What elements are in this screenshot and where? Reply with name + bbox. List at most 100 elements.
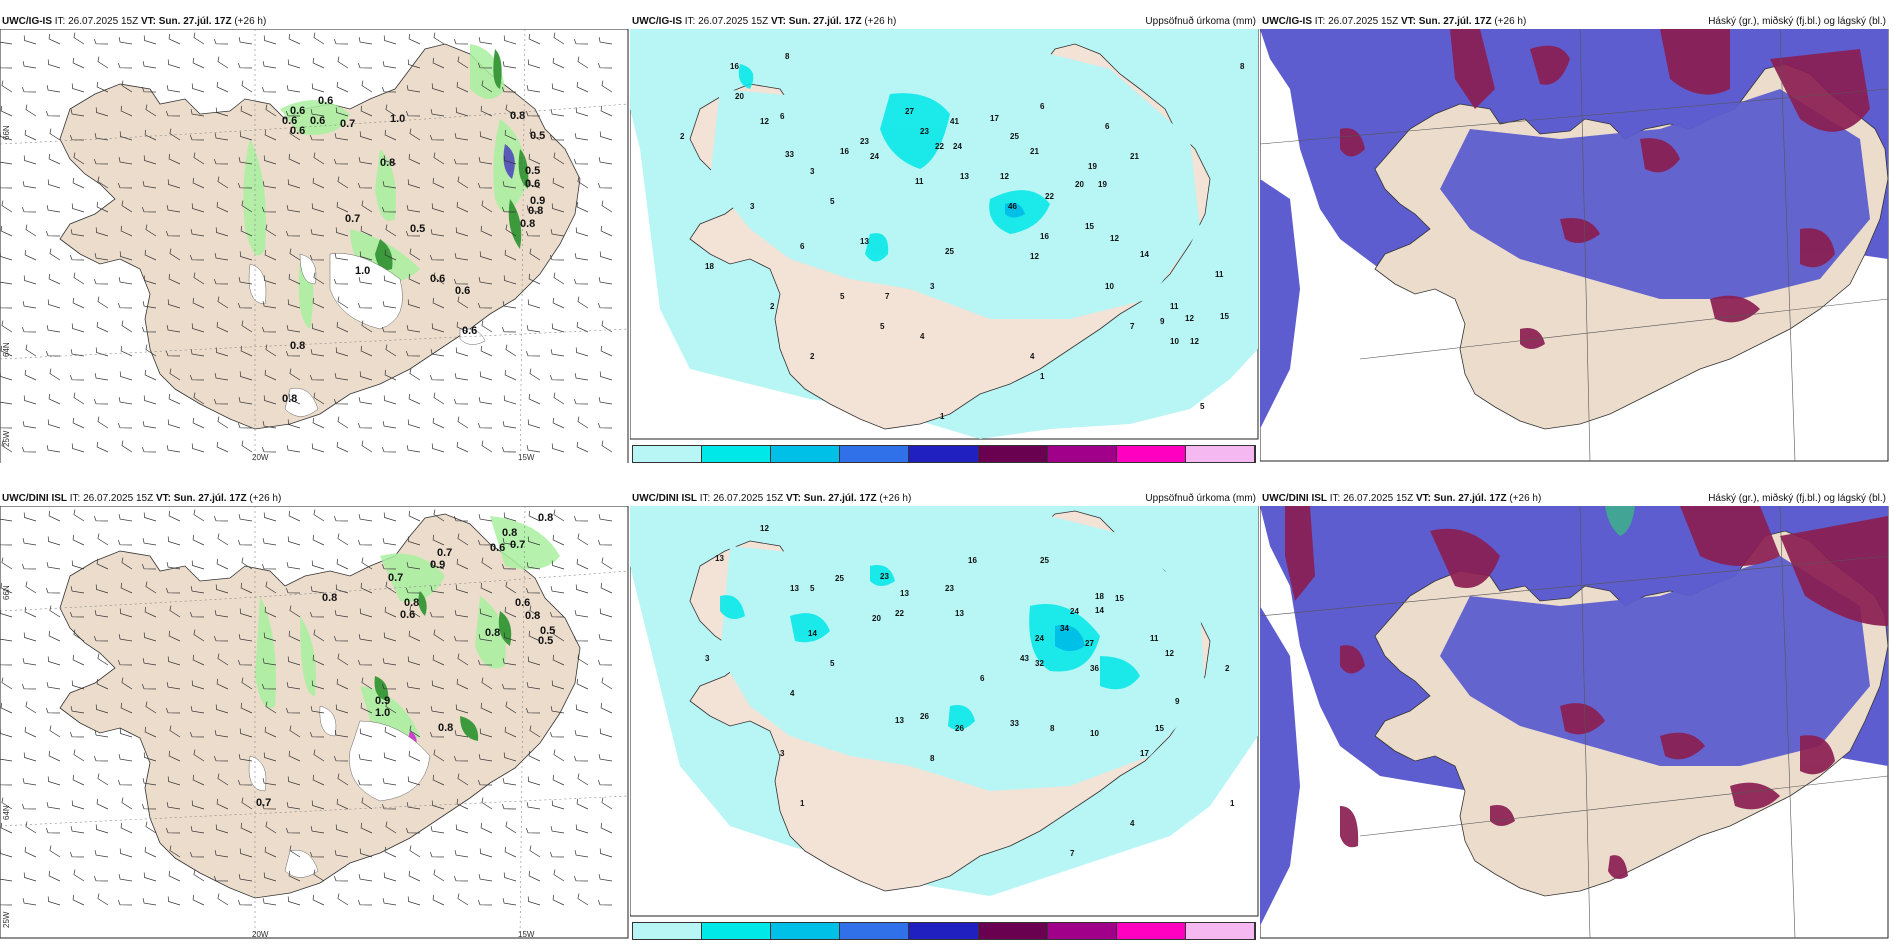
precip-label: 8 [785, 52, 790, 61]
wind-barb [47, 536, 61, 546]
wind-barb [286, 445, 301, 453]
lat-label-25w: 25W [2, 911, 11, 928]
precip-label: 8 [930, 754, 935, 763]
wind-barb [457, 296, 469, 309]
wind-barb [288, 153, 301, 165]
wind-barb [191, 560, 205, 570]
wind-barb [94, 610, 109, 618]
precip-label: 6 [1040, 102, 1045, 111]
wind-barb [192, 534, 205, 546]
wind-barb [479, 728, 493, 738]
wind-barb [93, 635, 109, 642]
wind-barb [49, 248, 61, 261]
wind-barb [453, 515, 469, 522]
wind-barb [93, 515, 109, 522]
wind-barb [144, 606, 157, 618]
wind-barb [553, 869, 565, 882]
wind-barb [528, 510, 541, 522]
wind-barb [552, 57, 565, 69]
wind-barb [69, 731, 85, 738]
wind-barb [239, 131, 253, 141]
wind-barb [261, 803, 277, 810]
wind-barb [383, 275, 397, 285]
wind-barb [1, 797, 13, 810]
wind-barb [385, 344, 397, 357]
wind-barb [333, 515, 349, 522]
wind-barb [21, 803, 37, 810]
wind-barb [313, 509, 325, 522]
wind-barb [358, 754, 373, 762]
wind-barb [287, 59, 301, 69]
wind-label: 0.8 [538, 512, 553, 524]
cloud-map[interactable] [1260, 29, 1890, 463]
wind-barb [550, 109, 565, 117]
wind-barb [49, 128, 61, 141]
wind-barb [384, 606, 397, 618]
wind-barb [240, 822, 253, 834]
wind-barb [455, 584, 469, 594]
wind-barb [47, 179, 61, 189]
wind-barb [72, 57, 85, 69]
precip-label: 17 [1140, 749, 1149, 758]
wind-barb [480, 702, 493, 714]
wind-barb [118, 277, 133, 285]
colorbar-segment [840, 923, 910, 939]
wind-barb [142, 181, 157, 189]
wind-barb [335, 347, 349, 357]
wind-barb [551, 83, 565, 93]
wind-barb [574, 133, 589, 141]
wind-map[interactable]: 0.6 0.6 0.6 0.6 0.6 0.7 1.0 0.8 0.7 0.5 … [0, 29, 630, 463]
wind-barb [407, 179, 421, 189]
wind-barb [381, 86, 397, 93]
wind-barb [384, 369, 397, 381]
wind-barb [121, 80, 133, 93]
precip-label: 34 [1060, 624, 1069, 633]
wind-barb [21, 326, 37, 333]
wind-barb [599, 608, 613, 618]
wind-barb [216, 558, 229, 570]
wind-barb [168, 33, 181, 45]
wind-barb [48, 510, 61, 522]
wind-barb [239, 728, 253, 738]
wind-barb [143, 632, 157, 642]
wind-barb [97, 56, 109, 69]
wind-barb [165, 110, 181, 117]
wind-barb [433, 869, 445, 882]
wind-barb [142, 778, 157, 786]
precip-label: 26 [920, 712, 929, 721]
wind-barb [189, 851, 205, 858]
wind-barb [597, 779, 613, 786]
wind-barb [0, 663, 13, 666]
cloud-map[interactable] [1260, 506, 1890, 940]
wind-barb [190, 706, 205, 714]
wind-barb [574, 610, 589, 618]
wind-barb [406, 445, 421, 453]
wind-barb [553, 272, 565, 285]
wind-barb [598, 874, 613, 882]
wind-barb [49, 725, 61, 738]
panel-clouds-igis: UWC/IG-IS IT: 26.07.2025 15Z VT: Sun. 27… [1260, 15, 1890, 463]
wind-label: 0.5 [538, 635, 553, 647]
wind-barb [526, 205, 541, 213]
wind-barb [311, 800, 325, 810]
precip-label: 6 [1105, 122, 1110, 131]
wind-barb [193, 629, 205, 642]
wind-barb [117, 302, 133, 309]
precip-map[interactable]: 12 13 13 14 5 25 23 13 22 23 20 13 25 16… [630, 506, 1260, 918]
wind-barb [265, 701, 277, 714]
wind-barb [526, 85, 541, 93]
wind-barb [143, 155, 157, 165]
wind-barb [264, 249, 277, 261]
wind-barb [119, 131, 133, 141]
wind-label: 0.7 [437, 547, 452, 559]
wind-barb [167, 536, 181, 546]
wind-label: 0.7 [388, 572, 403, 584]
wind-barb [189, 731, 205, 738]
wind-barb [69, 851, 85, 858]
wind-barb [337, 296, 349, 309]
wind-label: 0.8 [404, 597, 419, 609]
wind-barb [217, 533, 229, 546]
wind-barb [382, 301, 397, 309]
wind-map[interactable]: 0.8 0.7 0.9 0.8 0.6 0.7 0.8 0.6 0.7 0.8 … [0, 506, 630, 940]
precip-map[interactable]: 27 23 41 17 22 24 16 24 23 20 16 33 12 2… [630, 29, 1260, 441]
